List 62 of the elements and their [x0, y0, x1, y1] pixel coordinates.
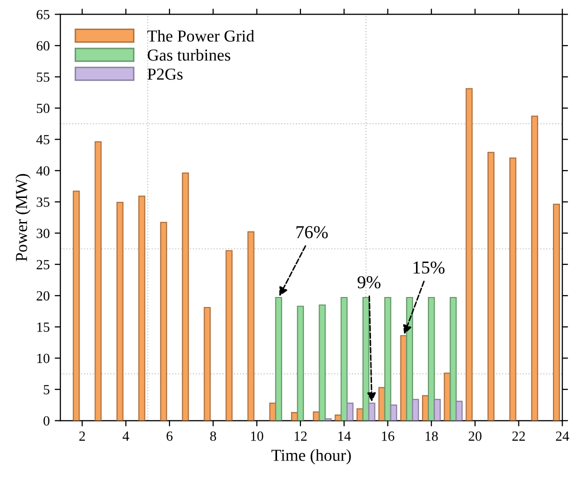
y-tick-label: 40: [36, 166, 50, 176]
y-tick-label: 15: [37, 322, 50, 332]
bar: [384, 296, 392, 421]
bar: [296, 306, 304, 421]
y-tick-label: 50: [36, 104, 50, 114]
annotation: 15%: [414, 261, 444, 274]
bar: [138, 196, 146, 421]
x-tick-label: 16: [382, 431, 394, 441]
x-tick-label: 12: [294, 431, 307, 441]
bar: [368, 402, 376, 421]
y-tick-label: 45: [36, 135, 50, 144]
bar: [318, 304, 326, 421]
y-tick-label: 25: [36, 260, 50, 270]
annotation: 9%: [358, 276, 380, 288]
y-tick-label: 0: [44, 416, 50, 426]
annotation: 76%: [296, 226, 328, 238]
x-tick-label: 18: [426, 431, 438, 441]
legend-label: The Power Grid: [147, 30, 254, 42]
y-tick-label: 55: [36, 72, 50, 82]
bar: [362, 296, 370, 421]
y-tick-label: 30: [36, 228, 50, 238]
bar: [160, 222, 168, 421]
x-tick-label: 8: [210, 431, 216, 441]
y-tick-label: 35: [36, 197, 50, 207]
bar: [390, 404, 398, 421]
bar: [466, 88, 473, 421]
bar: [552, 204, 560, 421]
bar: [450, 296, 457, 421]
y-tick-label: 10: [37, 354, 50, 364]
x-tick-label: 2: [79, 431, 85, 441]
x-tick-label: 14: [338, 432, 351, 441]
y-tick-label: 65: [36, 10, 50, 20]
legend-label: P2Gs: [148, 68, 183, 80]
bar: [182, 172, 189, 421]
x-axis-title: Time (hour): [271, 449, 351, 464]
x-tick-label: 4: [122, 432, 130, 441]
bar: [275, 296, 282, 421]
x-tick-label: 20: [468, 431, 482, 441]
bar: [247, 231, 254, 421]
bar: [412, 398, 419, 421]
x-tick-label: 24: [556, 431, 570, 441]
bar: [487, 152, 494, 421]
x-tick-label: 22: [512, 431, 525, 441]
bar: [509, 158, 516, 421]
x-tick-label: 10: [251, 431, 264, 441]
y-axis-title: Power (MW): [15, 174, 31, 262]
y-tick-label: 5: [44, 385, 50, 394]
bar: [116, 202, 124, 421]
bar: [531, 116, 538, 421]
bar: [226, 250, 233, 421]
bar: [346, 402, 354, 421]
legend-label: Gas turbines: [148, 48, 230, 61]
bar: [94, 141, 102, 421]
bar: [72, 190, 80, 421]
bar: [434, 398, 441, 421]
bar: [204, 306, 211, 421]
x-tick-label: 6: [166, 431, 173, 441]
bar: [340, 296, 348, 421]
bar: [456, 400, 463, 421]
y-tick-label: 60: [36, 41, 50, 51]
y-tick-label: 20: [36, 291, 50, 301]
bar: [428, 296, 435, 421]
